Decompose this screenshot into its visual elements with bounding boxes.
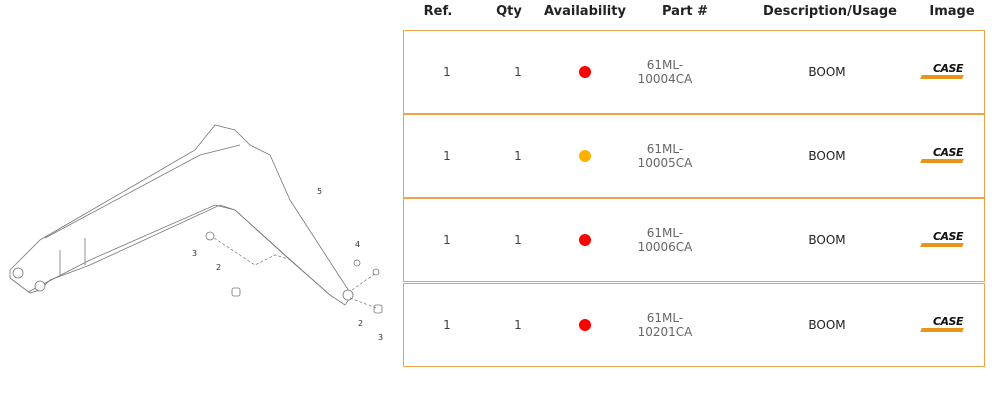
ref-cell: 1 (443, 149, 451, 163)
availability-dot (579, 66, 591, 78)
table-row[interactable]: 1 1 61ML-10004CA BOOM CASE (403, 30, 985, 114)
callout-3: 3 (192, 249, 197, 258)
description-cell: BOOM (808, 318, 846, 332)
availability-dot (579, 234, 591, 246)
availability-dot (579, 319, 591, 331)
part-number-link[interactable]: 61ML-10006CA (637, 226, 693, 254)
part-number-link[interactable]: 61ML-10005CA (637, 142, 693, 170)
table-row[interactable]: 1 1 61ML-10005CA BOOM CASE (403, 114, 985, 198)
description-cell: BOOM (808, 233, 846, 247)
qty-cell: 1 (514, 318, 522, 332)
ref-cell: 1 (443, 318, 451, 332)
header-ref: Ref. (423, 4, 453, 19)
callout-3b: 3 (378, 333, 383, 342)
ref-cell: 1 (443, 233, 451, 247)
qty-cell: 1 (514, 149, 522, 163)
header-qty: Qty (496, 4, 522, 19)
qty-cell: 1 (514, 233, 522, 247)
callout-5: 5 (317, 187, 322, 196)
part-number-link[interactable]: 61ML-10004CA (637, 58, 693, 86)
availability-dot (579, 150, 591, 162)
callout-2b: 2 (358, 319, 363, 328)
description-cell: BOOM (808, 65, 846, 79)
case-logo: CASE (920, 316, 964, 333)
header-availability: Availability (544, 4, 626, 19)
case-logo: CASE (920, 147, 964, 164)
qty-cell: 1 (514, 65, 522, 79)
header-part: Part # (662, 4, 708, 19)
ref-cell: 1 (443, 65, 451, 79)
part-number-link[interactable]: 61ML-10201CA (637, 311, 693, 339)
case-logo: CASE (920, 231, 964, 248)
header-description: Description/Usage (762, 4, 898, 19)
header-image: Image (929, 4, 975, 19)
description-cell: BOOM (808, 149, 846, 163)
callout-4: 4 (355, 240, 360, 249)
boom-exploded-diagram: 5 4 3 2 2 3 (9, 124, 383, 342)
case-logo: CASE (920, 63, 964, 80)
table-row[interactable]: 1 1 61ML-10201CA BOOM CASE (403, 283, 985, 367)
callout-2: 2 (216, 263, 221, 272)
table-row[interactable]: 1 1 61ML-10006CA BOOM CASE (403, 198, 985, 282)
